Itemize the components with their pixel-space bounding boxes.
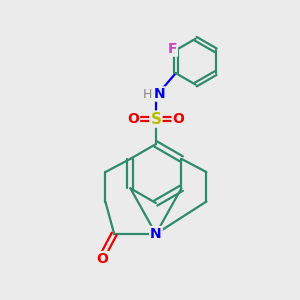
Text: H: H: [143, 88, 152, 100]
Text: F: F: [167, 42, 177, 56]
Text: O: O: [172, 112, 184, 126]
Text: O: O: [97, 252, 108, 266]
Text: N: N: [154, 87, 165, 101]
Text: O: O: [127, 112, 139, 126]
Text: N: N: [150, 227, 162, 241]
Text: S: S: [150, 112, 161, 127]
